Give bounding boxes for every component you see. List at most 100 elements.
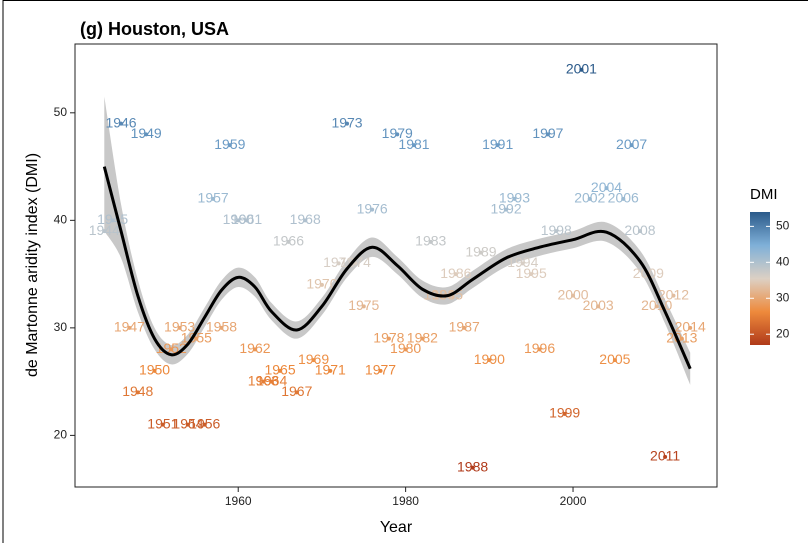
point [621, 196, 626, 201]
year-label: 1982 [407, 329, 438, 345]
point [236, 218, 241, 223]
point [411, 143, 416, 148]
year-label: 1968 [290, 211, 321, 227]
point [353, 261, 358, 266]
point [252, 347, 257, 352]
point [278, 368, 283, 373]
point [211, 196, 216, 201]
point [370, 207, 375, 212]
year-label: 1987 [449, 319, 480, 335]
year-label: 2002 [574, 190, 605, 206]
year-label: 1966 [273, 233, 304, 249]
year-label: 1995 [516, 265, 547, 281]
year-label: 1946 [105, 114, 136, 130]
point [202, 422, 207, 427]
y-tick-label: 50 [54, 105, 68, 119]
year-label: 1948 [122, 383, 153, 399]
point [495, 143, 500, 148]
year-label: 1944 [89, 222, 120, 238]
year-label: 1990 [474, 351, 505, 367]
year-label: 1962 [239, 340, 270, 356]
point [428, 239, 433, 244]
year-label: 2005 [599, 351, 630, 367]
year-label: 1973 [331, 114, 362, 130]
point [453, 272, 458, 277]
y-tick-label: 40 [54, 213, 68, 227]
point [303, 218, 308, 223]
point [319, 282, 324, 287]
colorbar-tick-label: 40 [776, 254, 790, 268]
year-label: 1978 [373, 329, 404, 345]
year-label: 1967 [281, 383, 312, 399]
year-label: 1974 [340, 254, 371, 270]
smooth-line [102, 166, 692, 370]
point [361, 304, 366, 309]
point [529, 272, 534, 277]
point [345, 121, 350, 126]
point [261, 379, 266, 384]
point [169, 347, 174, 352]
point [219, 325, 224, 330]
y-axis-label: de Martonne aridity index (DMI) [24, 153, 41, 377]
year-label: 1969 [298, 351, 329, 367]
point [596, 304, 601, 309]
colorbar-tick-label: 30 [776, 290, 790, 304]
chart-title: (g) Houston, USA [80, 19, 229, 39]
point [386, 336, 391, 341]
year-label: 2004 [591, 179, 622, 195]
point [512, 196, 517, 201]
x-tick-label: 1980 [392, 494, 419, 508]
point [537, 347, 542, 352]
point [688, 325, 693, 330]
point [403, 347, 408, 352]
point [604, 186, 609, 191]
point [470, 465, 475, 470]
year-label: 1986 [440, 265, 471, 281]
point [654, 304, 659, 309]
year-label: 2001 [566, 61, 597, 77]
point [269, 379, 274, 384]
point [504, 207, 509, 212]
point [395, 132, 400, 137]
year-label: 1956 [189, 415, 220, 431]
point [185, 422, 190, 427]
point [127, 325, 132, 330]
point [562, 411, 567, 416]
colorbar [750, 212, 770, 345]
point [579, 67, 584, 72]
point [637, 229, 642, 234]
x-axis-label: Year [380, 519, 413, 536]
point [587, 196, 592, 201]
year-label: 1996 [524, 340, 555, 356]
year-label: 2008 [624, 222, 655, 238]
year-label: 1975 [348, 297, 379, 313]
year-label: 1958 [206, 319, 237, 335]
year-label: 1949 [131, 125, 162, 141]
year-label: 1976 [357, 200, 388, 216]
year-label: 1965 [264, 362, 295, 378]
year-label: 1997 [532, 125, 563, 141]
year-label: 1971 [315, 362, 346, 378]
year-label: 1945 [97, 211, 128, 227]
point [612, 358, 617, 363]
colorbar-tick-label: 20 [776, 326, 790, 340]
year-label: 1981 [398, 136, 429, 152]
year-label: 1961 [231, 211, 262, 227]
x-tick-label: 2000 [560, 494, 587, 508]
year-label: 1963 [248, 372, 279, 388]
year-label: 1999 [549, 405, 580, 421]
year-label: 2012 [658, 286, 689, 302]
year-label: 2014 [675, 319, 706, 335]
point [328, 368, 333, 373]
year-label: 1983 [415, 233, 446, 249]
year-label: 1998 [541, 222, 572, 238]
point [227, 143, 232, 148]
year-label: 1957 [198, 190, 229, 206]
year-label: 1953 [164, 319, 195, 335]
year-label: 1988 [457, 458, 488, 474]
point [119, 121, 124, 126]
year-label: 1970 [306, 276, 337, 292]
point [294, 390, 299, 395]
year-label: 1993 [499, 190, 530, 206]
point [102, 229, 107, 234]
